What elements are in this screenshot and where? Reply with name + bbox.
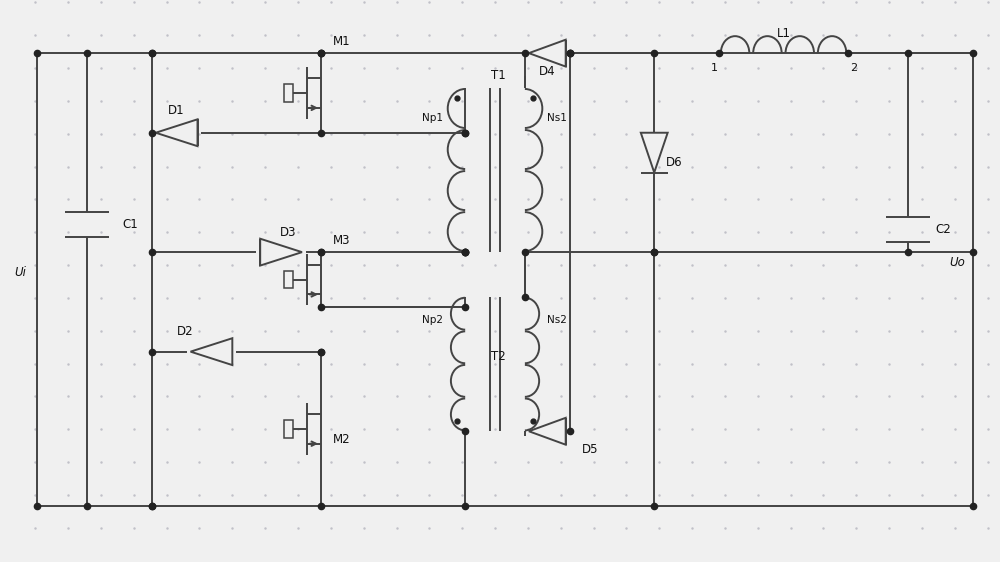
Text: D6: D6: [666, 156, 683, 169]
Text: 1: 1: [710, 63, 717, 73]
Bar: [284, 84, 293, 102]
Polygon shape: [260, 239, 302, 266]
Text: D2: D2: [177, 325, 193, 338]
Text: D5: D5: [582, 443, 598, 456]
Text: C2: C2: [936, 223, 952, 235]
Text: D3: D3: [280, 226, 296, 239]
Text: C1: C1: [122, 218, 138, 231]
Text: Np2: Np2: [422, 315, 443, 325]
Text: D4: D4: [539, 65, 556, 78]
Text: T2: T2: [491, 350, 505, 363]
Polygon shape: [529, 418, 566, 445]
Polygon shape: [529, 40, 566, 66]
Bar: [284, 270, 293, 288]
Text: M3: M3: [333, 234, 350, 247]
Bar: [284, 420, 293, 438]
Text: Uo: Uo: [950, 256, 966, 269]
Text: M1: M1: [333, 35, 350, 48]
Text: D1: D1: [168, 105, 185, 117]
Text: M2: M2: [333, 433, 350, 446]
Text: 2: 2: [850, 63, 857, 73]
Text: Ns1: Ns1: [547, 113, 567, 123]
Polygon shape: [641, 133, 668, 173]
Text: Ns2: Ns2: [547, 315, 567, 325]
Text: T1: T1: [491, 69, 505, 81]
Polygon shape: [156, 119, 198, 146]
Polygon shape: [191, 338, 232, 365]
Text: L1: L1: [777, 27, 791, 40]
Text: Ui: Ui: [14, 265, 26, 279]
Text: Np1: Np1: [422, 113, 443, 123]
